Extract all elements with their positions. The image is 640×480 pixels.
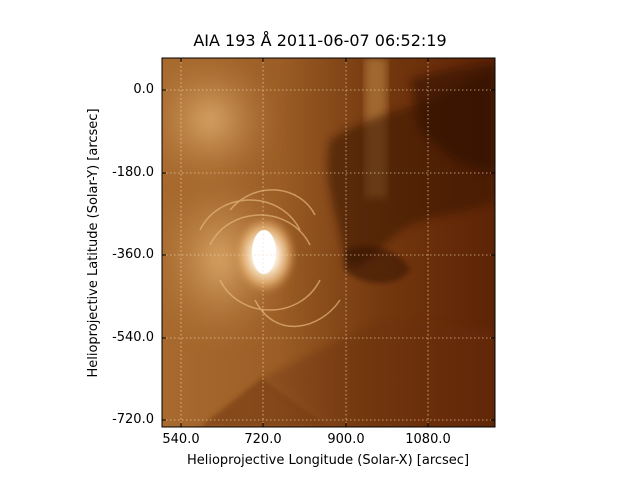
x-tick-label: 720.0: [244, 432, 282, 447]
y-tick-label: -540.0: [112, 330, 154, 345]
plot-title: AIA 193 Å 2011-06-07 06:52:19: [193, 31, 447, 50]
x-tick-label: 1080.0: [405, 432, 451, 447]
solar-image: [162, 58, 495, 427]
y-tick-label: -180.0: [112, 165, 154, 180]
y-tick-label: -360.0: [112, 247, 154, 262]
x-axis-label: Helioprojective Longitude (Solar-X) [arc…: [186, 453, 470, 468]
grid-lines: [162, 58, 495, 427]
y-tick-label: -720.0: [112, 412, 154, 427]
axes-frame: [161, 57, 496, 428]
x-tick-label: 900.0: [327, 432, 365, 447]
tick-marks: [162, 58, 495, 427]
y-tick-label: 0.0: [133, 82, 154, 97]
y-axis-label: Helioprojective Latitude (Solar-Y) [arcs…: [86, 108, 101, 378]
x-tick-label: 540.0: [162, 432, 200, 447]
